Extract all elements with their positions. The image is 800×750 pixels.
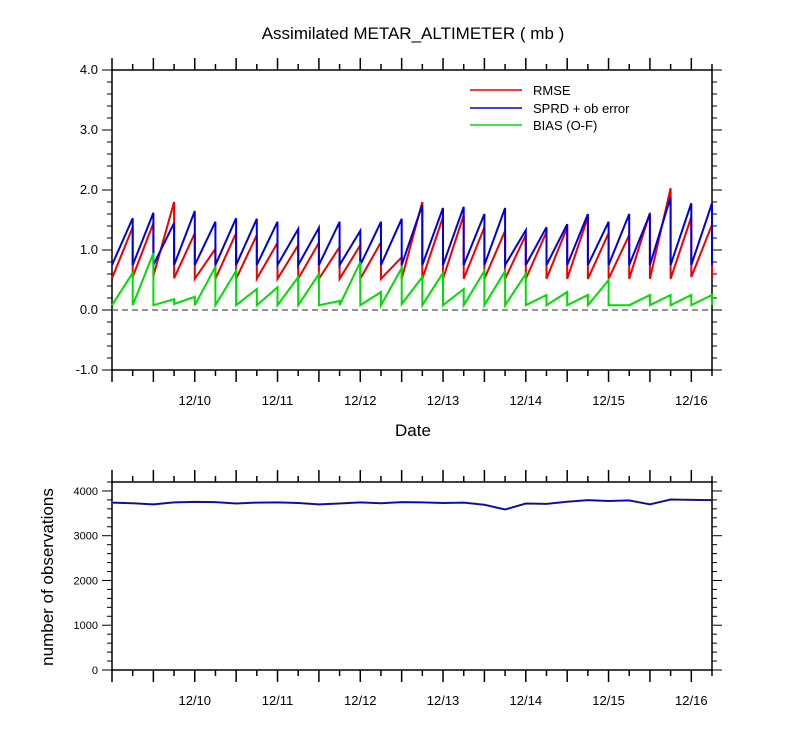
- x-tick-label: 12/15: [592, 393, 625, 408]
- y-tick-label: 1.0: [80, 242, 98, 257]
- obs-y-tick-label: 3000: [74, 531, 98, 543]
- obs-total-line: [111, 498, 713, 511]
- obs-x-tick-label: 12/14: [510, 693, 543, 708]
- x-tick-label: 12/10: [178, 393, 211, 408]
- x-tick-label: 12/11: [262, 393, 294, 408]
- obs-y-tick-label: 1000: [74, 620, 98, 632]
- obs-y-tick-label: 0: [92, 665, 98, 677]
- obs-x-tick-label: 12/15: [592, 693, 625, 708]
- chart-title: Assimilated METAR_ALTIMETER ( mb ): [262, 24, 565, 43]
- obs-plot-frame: [111, 481, 713, 671]
- x-tick-label: 12/12: [344, 393, 377, 408]
- legend-rmse-label: RMSE: [533, 83, 571, 98]
- bias-series-line: [111, 252, 713, 310]
- obs-x-tick-label: 12/11: [262, 693, 294, 708]
- y-tick-label: 3.0: [80, 122, 98, 137]
- sprd-series-line: [111, 196, 713, 269]
- obs-x-tick-label: 12/12: [344, 693, 377, 708]
- y-tick-label: 2.0: [80, 182, 98, 197]
- x-tick-label: 12/13: [427, 393, 460, 408]
- obs-x-tick-label: 12/13: [427, 693, 460, 708]
- x-tick-label: 12/14: [510, 393, 543, 408]
- rmse-plot-area: -1.0 0.0 1.0 2.0 3.0 4.0 12/10 12/11 12/12 12/13 1…: [76, 58, 722, 408]
- legend-bias-label: BIAS (O-F): [533, 118, 597, 133]
- obs-y-tick-label: 4000: [74, 486, 98, 498]
- obs-x-tick-label: 12/10: [178, 693, 211, 708]
- y-tick-label: -1.0: [76, 362, 98, 377]
- obs-y-tick-label: 2000: [74, 575, 98, 587]
- y-tick-label: 4.0: [80, 62, 98, 77]
- y-tick-label: 0.0: [80, 302, 98, 317]
- obs-count-plot-area: 0 1000 2000 3000 4000 12/10 12/11 12/12 12/13 12/…: [74, 470, 722, 708]
- obs-y-axis-label: number of observations: [38, 488, 57, 666]
- x-tick-label: 12/16: [675, 393, 708, 408]
- legend-sprd-label: SPRD + ob error: [533, 101, 630, 116]
- x-axis-label: Date: [395, 421, 431, 440]
- obs-x-tick-label: 12/16: [675, 693, 708, 708]
